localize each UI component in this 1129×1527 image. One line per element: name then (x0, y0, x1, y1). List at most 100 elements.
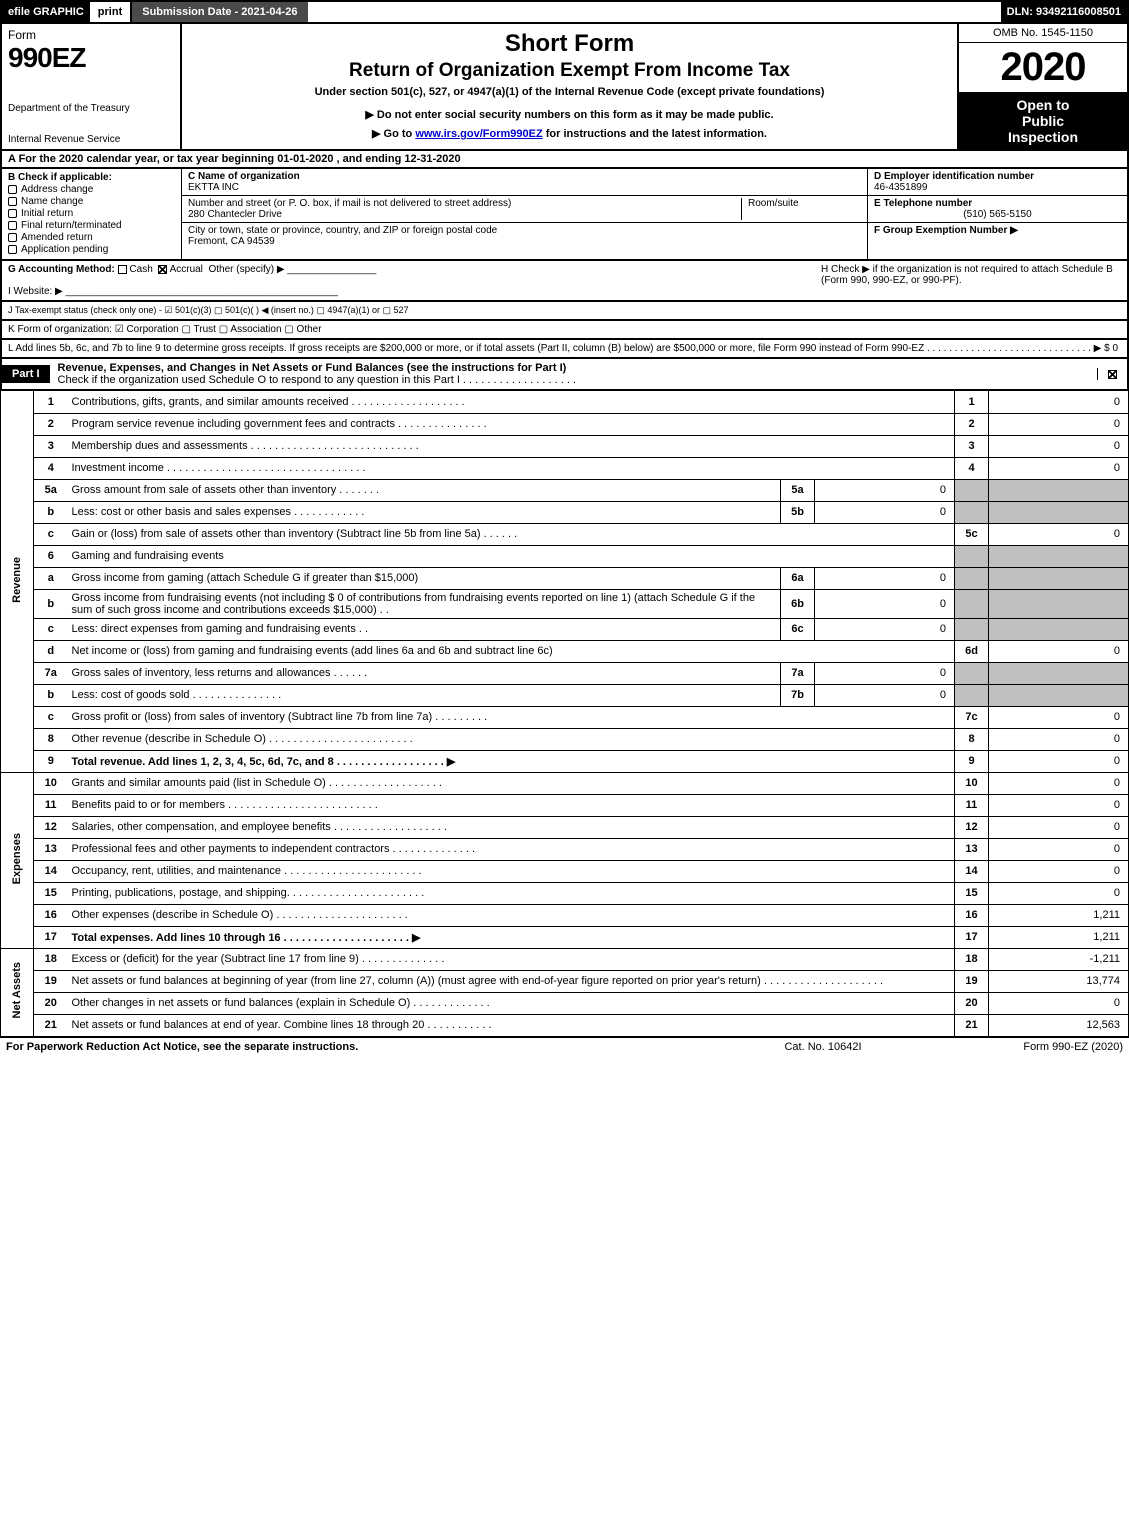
info-block: B Check if applicable: Address change Na… (0, 169, 1129, 261)
row-k-text: K Form of organization: ☑ Corporation ▢ … (8, 324, 1121, 335)
row-l: L Add lines 5b, 6c, and 7b to line 9 to … (0, 340, 1129, 359)
open-2: Public (963, 113, 1123, 129)
checkbox-checked-icon[interactable] (158, 265, 167, 274)
part-1-header: Part I Revenue, Expenses, and Changes in… (0, 359, 1129, 391)
line-7c: cGross profit or (loss) from sales of in… (1, 706, 1129, 728)
part-1-tag: Part I (2, 365, 50, 383)
box-b: B Check if applicable: Address change Na… (2, 169, 182, 259)
g-pre: G Accounting Method: (8, 264, 118, 275)
open-1: Open to (963, 97, 1123, 113)
box-d-e-f: D Employer identification number 46-4351… (867, 169, 1127, 259)
checkbox-icon (8, 233, 17, 242)
line-5a: 5aGross amount from sale of assets other… (1, 479, 1129, 501)
line-13: 13Professional fees and other payments t… (1, 838, 1129, 860)
row-k: K Form of organization: ☑ Corporation ▢ … (0, 321, 1129, 340)
open-3: Inspection (963, 129, 1123, 145)
line-6c: cLess: direct expenses from gaming and f… (1, 618, 1129, 640)
line-5b: bLess: cost or other basis and sales exp… (1, 501, 1129, 523)
form-header: Form 990EZ Department of the Treasury In… (0, 24, 1129, 151)
dept-irs: Internal Revenue Service (8, 134, 174, 145)
line-12: 12Salaries, other compensation, and empl… (1, 816, 1129, 838)
form-label: Form (8, 28, 174, 42)
goto-link-row: ▶ Go to www.irs.gov/Form990EZ for instru… (188, 127, 951, 140)
part-1-checkbox[interactable] (1097, 368, 1127, 380)
line-1: Revenue 1 Contributions, gifts, grants, … (1, 391, 1129, 413)
line-5c: cGain or (loss) from sale of assets othe… (1, 523, 1129, 545)
line-18: Net Assets 18Excess or (deficit) for the… (1, 948, 1129, 970)
dept-treasury: Department of the Treasury (8, 103, 174, 114)
chk-amended-return[interactable]: Amended return (8, 232, 175, 243)
group-exemption-row: F Group Exemption Number ▶ (868, 223, 1127, 238)
line-10: Expenses 10Grants and similar amounts pa… (1, 772, 1129, 794)
org-name-label: C Name of organization (188, 171, 300, 182)
line-21: 21Net assets or fund balances at end of … (1, 1014, 1129, 1036)
line-20: 20Other changes in net assets or fund ba… (1, 992, 1129, 1014)
row-a-tax-year: A For the 2020 calendar year, or tax yea… (0, 151, 1129, 169)
room-suite: Room/suite (741, 198, 861, 220)
line-3: 3Membership dues and assessments . . . .… (1, 435, 1129, 457)
row-g: G Accounting Method: Cash Accrual Other … (8, 264, 821, 297)
line-4: 4Investment income . . . . . . . . . . .… (1, 457, 1129, 479)
line-14: 14Occupancy, rent, utilities, and mainte… (1, 860, 1129, 882)
omb-number: OMB No. 1545-1150 (959, 24, 1127, 43)
org-name: EKTTA INC (188, 182, 239, 193)
part-1-title: Revenue, Expenses, and Changes in Net As… (50, 359, 1097, 389)
efile-label: efile GRAPHIC (2, 2, 90, 22)
checkbox-icon (8, 221, 17, 230)
line-6a: aGross income from gaming (attach Schedu… (1, 567, 1129, 589)
ein-row: D Employer identification number 46-4351… (868, 169, 1127, 196)
title-return: Return of Organization Exempt From Incom… (188, 60, 951, 82)
header-right: OMB No. 1545-1150 2020 Open to Public In… (957, 24, 1127, 149)
line-16: 16Other expenses (describe in Schedule O… (1, 904, 1129, 926)
print-button[interactable]: print (90, 2, 130, 22)
form-code: 990EZ (8, 42, 174, 74)
line-6d: dNet income or (loss) from gaming and fu… (1, 640, 1129, 662)
lines-table: Revenue 1 Contributions, gifts, grants, … (0, 391, 1129, 1037)
org-city-row: City or town, state or province, country… (182, 223, 867, 249)
grp-label: F Group Exemption Number ▶ (874, 225, 1018, 236)
line-17: 17Total expenses. Add lines 10 through 1… (1, 926, 1129, 948)
city-label: City or town, state or province, country… (188, 225, 497, 236)
page-footer: For Paperwork Reduction Act Notice, see … (0, 1037, 1129, 1056)
city: Fremont, CA 94539 (188, 236, 275, 247)
chk-initial-return[interactable]: Initial return (8, 208, 175, 219)
line-7b: bLess: cost of goods sold . . . . . . . … (1, 684, 1129, 706)
ein-label: D Employer identification number (874, 171, 1034, 182)
top-bar: efile GRAPHIC print Submission Date - 20… (0, 0, 1129, 24)
cat-expenses: Expenses (1, 772, 34, 948)
irs-link[interactable]: www.irs.gov/Form990EZ (415, 128, 542, 140)
line-6: 6Gaming and fundraising events (1, 545, 1129, 567)
addr: 280 Chantecler Drive (188, 209, 282, 220)
checkbox-checked-icon (1108, 370, 1117, 379)
warning-ssn: ▶ Do not enter social security numbers o… (188, 108, 951, 121)
line-9: 9Total revenue. Add lines 1, 2, 3, 4, 5c… (1, 750, 1129, 772)
tel: (510) 565-5150 (874, 209, 1121, 220)
chk-final-return[interactable]: Final return/terminated (8, 220, 175, 231)
line-11: 11Benefits paid to or for members . . . … (1, 794, 1129, 816)
goto-pre: ▶ Go to (372, 128, 415, 140)
line-8: 8Other revenue (describe in Schedule O) … (1, 728, 1129, 750)
checkbox-icon (8, 209, 17, 218)
row-i: I Website: ▶ (8, 286, 63, 297)
chk-application-pending[interactable]: Application pending (8, 244, 175, 255)
row-h: H Check ▶ if the organization is not req… (821, 264, 1121, 297)
line-15: 15Printing, publications, postage, and s… (1, 882, 1129, 904)
cat-net-assets: Net Assets (1, 948, 34, 1036)
chk-name-change[interactable]: Name change (8, 196, 175, 207)
cat-revenue: Revenue (1, 391, 34, 772)
checkbox-icon[interactable] (118, 265, 127, 274)
line-19: 19Net assets or fund balances at beginni… (1, 970, 1129, 992)
row-l-text: L Add lines 5b, 6c, and 7b to line 9 to … (8, 343, 1121, 354)
line-2: 2Program service revenue including gover… (1, 413, 1129, 435)
part-1-sub: Check if the organization used Schedule … (58, 374, 577, 386)
row-j-text: J Tax-exempt status (check only one) - ☑… (8, 305, 1121, 316)
addr-label: Number and street (or P. O. box, if mail… (188, 198, 511, 209)
ln: 1 (34, 391, 68, 413)
header-mid: Short Form Return of Organization Exempt… (182, 24, 957, 149)
goto-post: for instructions and the latest informat… (543, 128, 767, 140)
checkbox-icon (8, 197, 17, 206)
footer-cat-no: Cat. No. 10642I (723, 1041, 923, 1053)
chk-address-change[interactable]: Address change (8, 184, 175, 195)
org-addr-row: Number and street (or P. O. box, if mail… (182, 196, 867, 223)
submission-date: Submission Date - 2021-04-26 (130, 2, 307, 22)
